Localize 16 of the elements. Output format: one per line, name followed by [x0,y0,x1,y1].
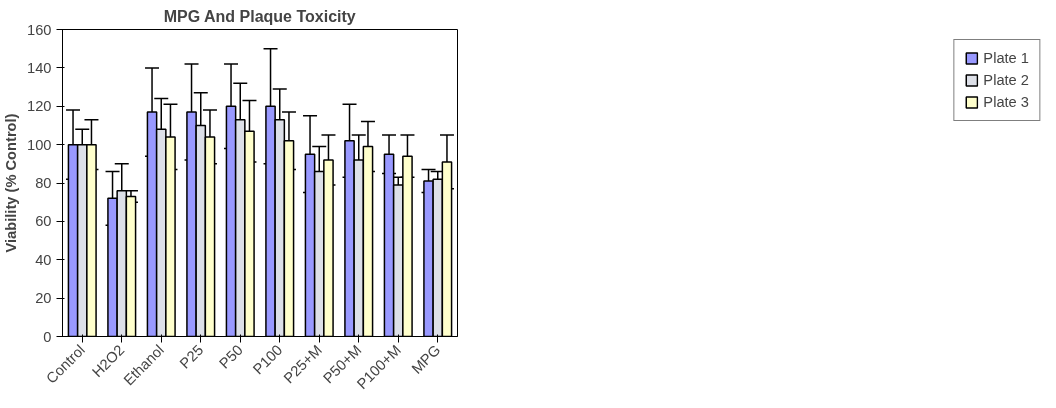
y-axis-title: Viability (% Control) [3,113,20,253]
y-tick-label: 60 [35,213,52,230]
y-tick-label: 120 [27,98,52,115]
x-tick-label: P50 [216,341,246,372]
y-tick-label: 80 [35,175,52,191]
y-tick-label: 0 [43,328,52,345]
y-tick-label: 100 [27,136,52,153]
y-tick-label: 140 [27,59,52,76]
legend-label: Plate 2 [983,72,1029,88]
legend-label: Plate 1 [983,50,1029,66]
y-tick-label: 20 [35,290,52,307]
legend-label: Plate 3 [983,94,1029,110]
chart-title: MPG And Plaque Toxicity [163,7,356,25]
x-tick-label: P25 [176,341,207,372]
y-tick-label: 160 [27,21,52,38]
y-tick-label: 40 [35,251,52,268]
